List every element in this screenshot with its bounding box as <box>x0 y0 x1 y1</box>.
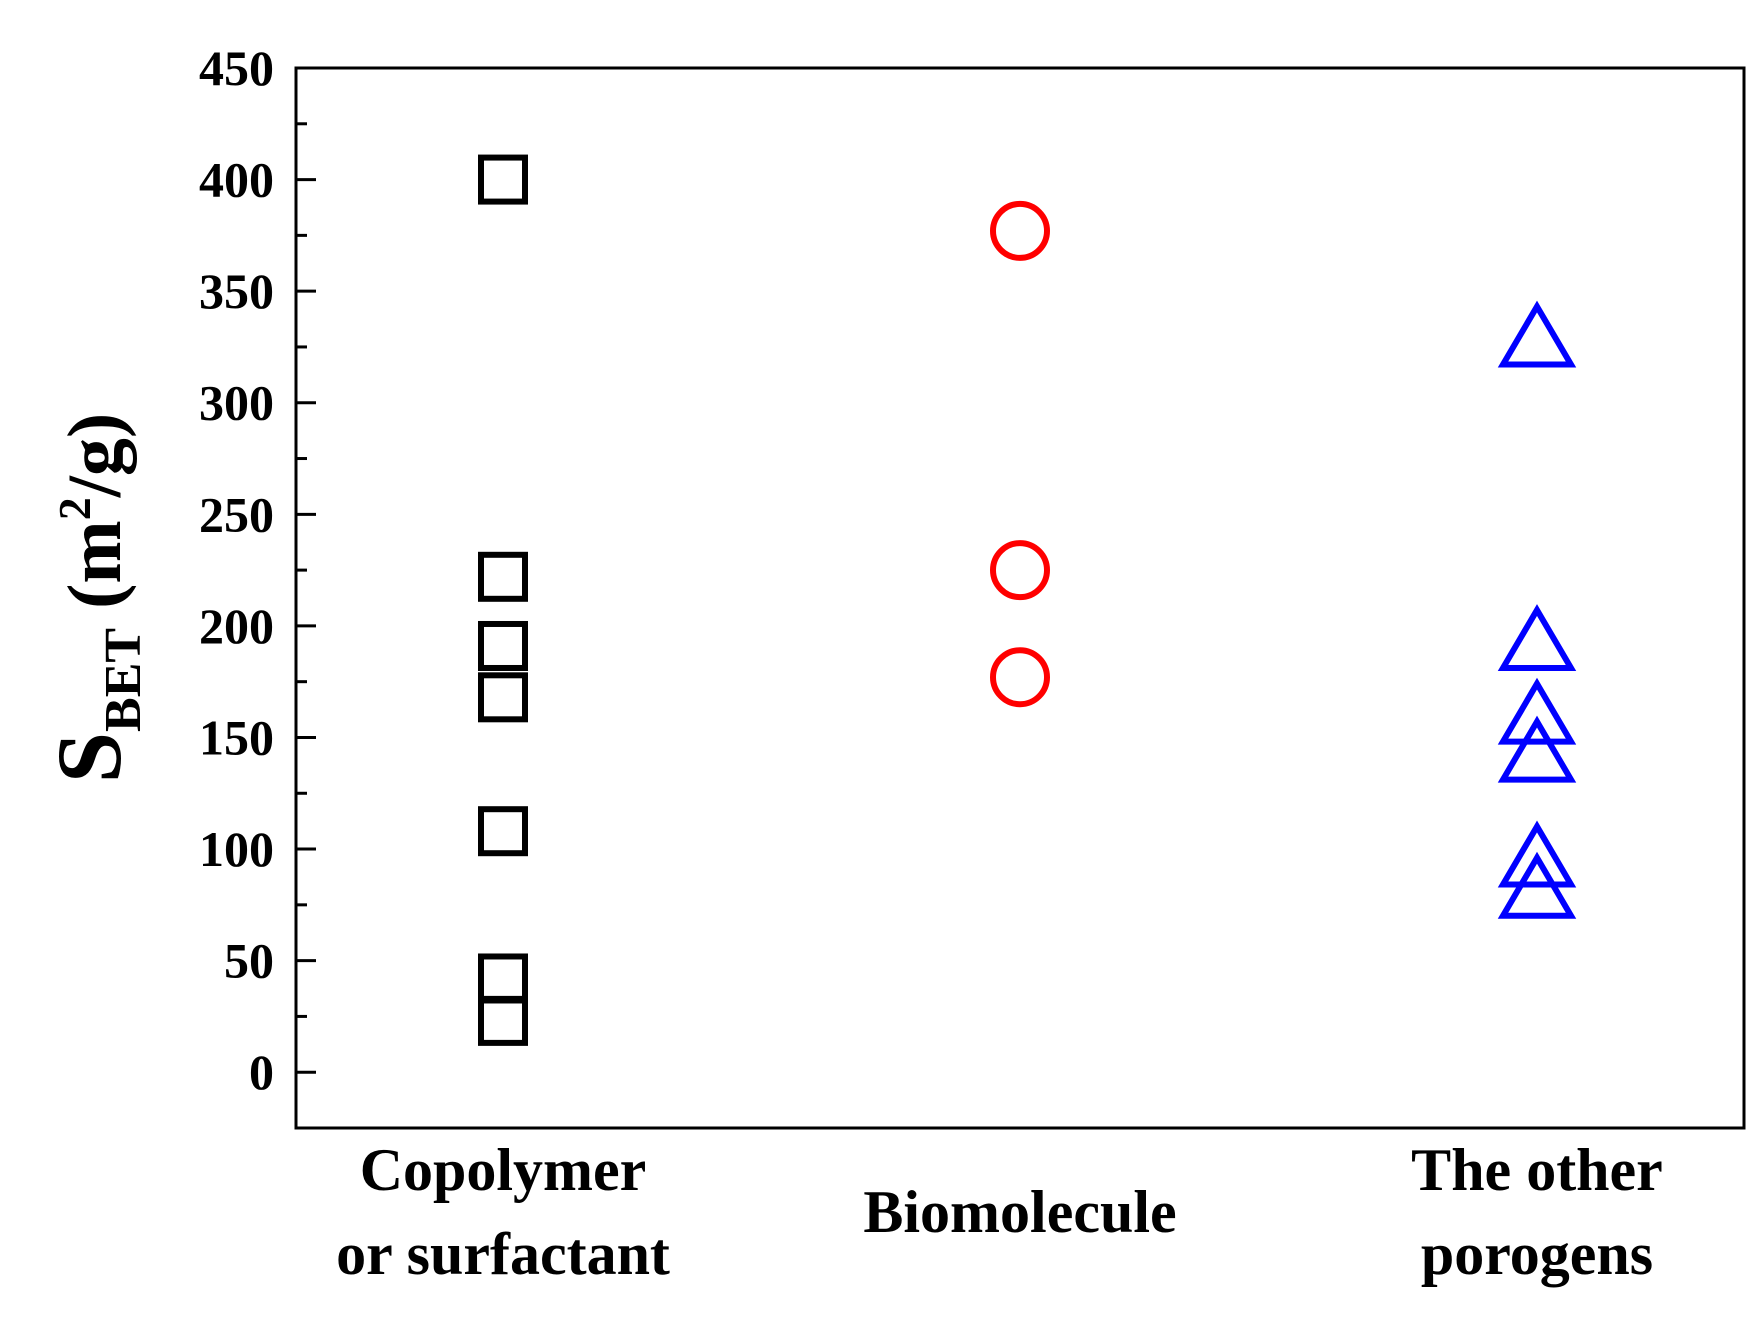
y-axis-title-main: S <box>38 732 140 783</box>
data-point-square <box>478 953 528 1004</box>
plot-frame <box>294 66 1746 1130</box>
data-point-square <box>478 995 528 1046</box>
data-point-square <box>478 551 528 602</box>
data-point-square <box>478 672 528 723</box>
x-category-label: Copolymer <box>360 1137 647 1203</box>
x-category-label: or surfactant <box>336 1221 670 1287</box>
data-point-square <box>478 154 528 205</box>
data-markers <box>478 154 1577 1046</box>
y-axis-title-unit-superscript: 2 <box>49 497 100 520</box>
data-point-square <box>478 806 528 857</box>
x-axis-category-labels: Copolymer or surfactant Biomolecule The oth… <box>336 1137 1663 1287</box>
data-point-triangle <box>1497 715 1577 783</box>
y-axis-title-subscript: BET <box>95 628 152 732</box>
data-point-triangle <box>1497 300 1577 368</box>
y-axis-tick-labels: 0 50 100 150 200 250 300 350 400 450 <box>199 40 274 1100</box>
x-category-label: Biomolecule <box>863 1179 1176 1245</box>
data-point-triangle <box>1497 677 1577 745</box>
y-tick-label: 250 <box>199 486 274 542</box>
y-tick-label: 200 <box>199 598 274 654</box>
y-tick-label: 450 <box>199 40 274 96</box>
x-category-label: The other <box>1411 1137 1663 1203</box>
x-category-label: porogens <box>1421 1221 1653 1287</box>
data-point-triangle <box>1497 604 1577 672</box>
y-axis-title: SBET (m2/g) <box>38 413 152 783</box>
data-point-triangle <box>1497 851 1577 919</box>
y-tick-label: 100 <box>199 821 274 877</box>
y-axis-title-unit-suffix: /g) <box>53 413 137 498</box>
y-tick-label: 300 <box>199 375 274 431</box>
data-point-circle <box>990 647 1050 708</box>
data-point-square <box>478 620 528 671</box>
y-axis-title-unit-prefix: (m <box>53 520 137 628</box>
y-tick-label: 150 <box>199 709 274 765</box>
data-point-circle <box>990 200 1050 261</box>
y-axis-ticks <box>296 66 316 1074</box>
y-tick-label: 50 <box>224 933 274 989</box>
data-point-circle <box>990 540 1050 601</box>
y-tick-label: 400 <box>199 152 274 208</box>
y-tick-label: 0 <box>249 1044 274 1100</box>
y-tick-label: 350 <box>199 263 274 319</box>
data-point-triangle <box>1497 820 1577 888</box>
